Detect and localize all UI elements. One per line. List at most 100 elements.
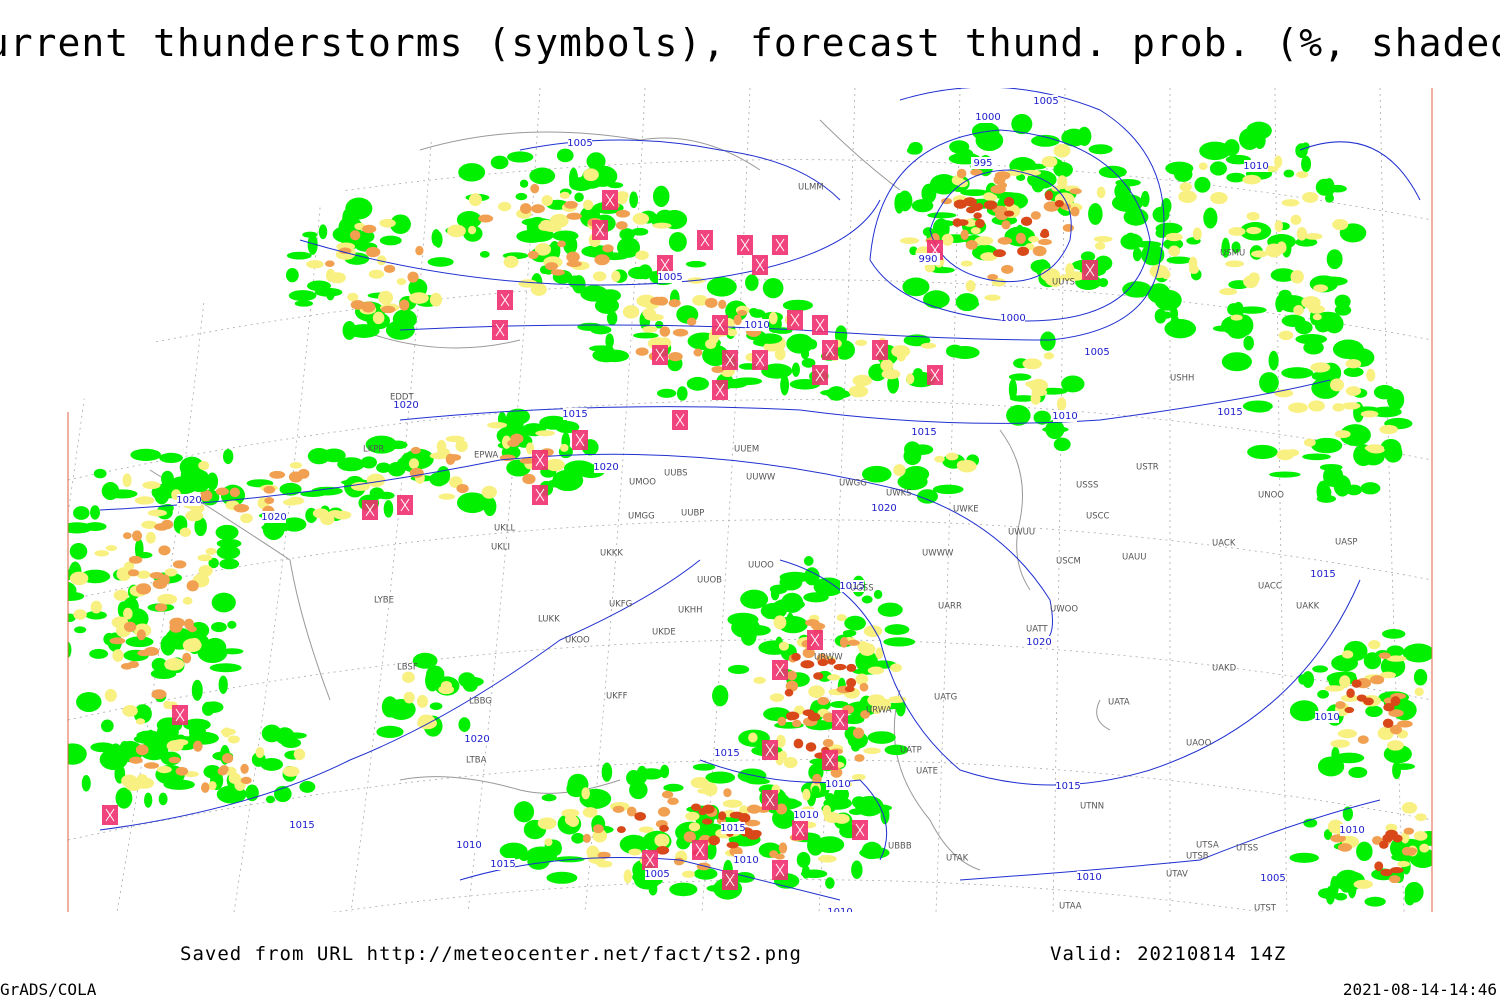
probability-shading [934,455,945,463]
probability-shading [287,496,304,505]
probability-shading [447,224,466,238]
probability-shading [520,203,532,214]
probability-shading [1386,740,1404,751]
probability-shading [535,430,555,437]
probability-shading [136,730,162,741]
probability-shading [817,659,829,667]
probability-shading [552,230,579,242]
probability-shading [299,781,316,793]
probability-shading [987,273,999,281]
isobar [299,199,881,286]
probability-shading [168,756,181,764]
probability-shading [960,229,969,241]
isobar-label-bg [745,319,769,331]
probability-shading [1380,438,1402,459]
probability-shading [1374,861,1384,872]
probability-shading [776,803,788,815]
station-label: UKHH [678,606,703,616]
probability-shading [763,707,791,722]
probability-shading [1242,132,1265,139]
probability-shading [564,200,578,209]
probability-shading [626,806,637,817]
probability-shading [193,740,203,752]
graticule [1485,88,1500,912]
probability-shading [1283,169,1295,178]
probability-shading [1270,268,1297,282]
probability-shading [727,664,750,674]
probability-shading [860,710,870,719]
station-label: UATA [1108,698,1130,708]
thunderstorm-symbol [795,823,805,837]
station-label: UAKK [1296,602,1320,612]
probability-shading [294,300,314,307]
probability-shading [965,240,978,250]
probability-shading [522,473,536,485]
probability-shading [240,763,249,774]
isobar-label: 1010 [1052,411,1077,422]
probability-shading [1031,134,1060,147]
software: GrADS/COLA [0,980,97,999]
probability-shading [81,775,91,792]
probability-shading [1274,220,1283,233]
probability-shading [137,649,151,657]
graticule [68,159,1432,241]
probability-shading [659,326,671,337]
probability-shading [185,510,204,522]
probability-shading [546,871,578,884]
probability-shading [672,328,689,337]
probability-shading [706,277,737,297]
probability-shading [1293,304,1304,316]
probability-shading [145,531,156,544]
probability-shading [1389,875,1401,884]
station-label: UKDE [652,628,676,638]
probability-shading [1415,813,1427,822]
probability-shading [574,192,584,203]
station-label: UTNN [1080,802,1104,812]
probability-shading [458,717,471,732]
probability-shading [215,524,239,541]
isobar-label: 1010 [825,779,850,790]
probability-shading [1397,720,1413,728]
probability-shading [683,831,696,843]
probability-shading [605,333,614,349]
probability-shading [378,290,394,305]
probability-shading [983,200,998,210]
isobar-label-bg [394,399,418,411]
probability-shading [1114,182,1131,201]
probability-shading [791,362,800,377]
probability-shading [73,506,90,520]
isobar-label: 1010 [1076,872,1101,883]
probability-shading [1053,437,1071,452]
probability-shading [859,682,869,692]
probability-shading [1360,410,1379,418]
probability-shading [90,600,102,614]
probability-shading [1198,162,1208,171]
probability-shading [740,589,769,609]
probability-shading [94,550,109,557]
probability-shading [805,742,817,752]
station-label: UTST [1254,904,1277,914]
thunderstorm-symbol [855,823,865,837]
probability-shading [219,558,240,570]
probability-shading [529,167,556,185]
probability-shading [903,466,930,483]
coastline [819,119,901,191]
probability-shading [1038,238,1052,246]
probability-shading [203,701,224,713]
probability-shading [825,877,835,889]
probability-shading [778,641,789,651]
valid-time: Valid: 20210814 14Z [1050,943,1286,965]
probability-shading [601,762,613,782]
probability-shading [410,446,421,455]
probability-shading [1381,629,1406,639]
probability-shading [970,168,983,176]
probability-shading [456,492,488,514]
probability-shading [650,296,666,306]
probability-shading [984,294,1001,301]
graticule [68,639,1432,721]
probability-shading [875,647,884,660]
probability-shading [577,322,603,331]
probability-shading [855,339,868,346]
probability-shading [135,583,152,595]
isobar-label: 1005 [644,869,669,880]
